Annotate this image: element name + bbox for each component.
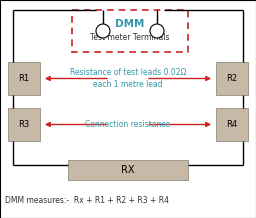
Bar bbox=[8, 62, 40, 95]
Bar bbox=[68, 160, 188, 180]
Text: R3: R3 bbox=[18, 120, 30, 129]
Text: R1: R1 bbox=[18, 74, 29, 83]
Text: R2: R2 bbox=[227, 74, 238, 83]
Text: Resistance of test leads 0.02Ω: Resistance of test leads 0.02Ω bbox=[70, 68, 186, 77]
Text: each 1 metre lead: each 1 metre lead bbox=[93, 80, 163, 89]
Bar bbox=[8, 108, 40, 141]
Circle shape bbox=[150, 24, 164, 38]
Bar bbox=[216, 62, 248, 95]
Text: DMM: DMM bbox=[115, 19, 145, 29]
Bar bbox=[72, 10, 188, 52]
Circle shape bbox=[96, 24, 110, 38]
Text: Test meter Terminals: Test meter Terminals bbox=[90, 34, 170, 43]
Text: RX: RX bbox=[121, 165, 135, 175]
Text: DMM measures:-  Rx + R1 + R2 + R3 + R4: DMM measures:- Rx + R1 + R2 + R3 + R4 bbox=[5, 196, 169, 204]
Text: R4: R4 bbox=[227, 120, 238, 129]
Text: Connection resistance: Connection resistance bbox=[86, 120, 170, 129]
Bar bbox=[216, 108, 248, 141]
